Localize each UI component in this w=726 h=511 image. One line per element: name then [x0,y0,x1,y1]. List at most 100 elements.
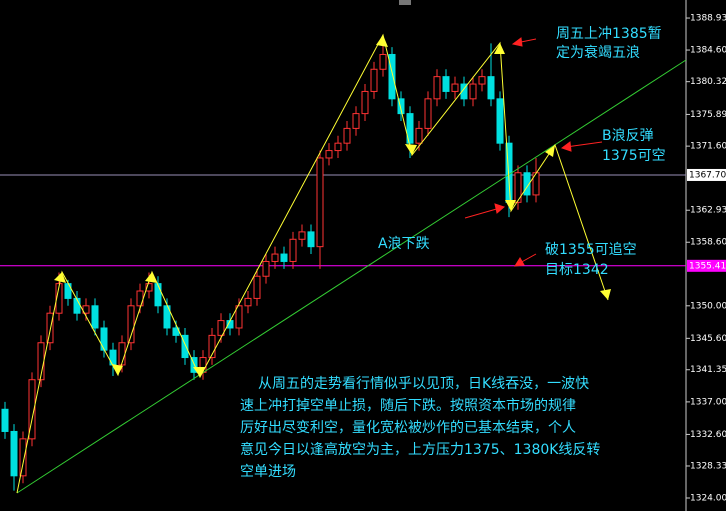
candle-body [154,283,162,307]
comment-line: 从周五的走势看行情似乎以见顶，日K线吞没，一波快 [258,376,589,392]
arrow-head [112,364,123,375]
y-tick-label: 1332.60 [690,430,726,440]
y-tick-label: 1328.33 [690,461,726,471]
trend-line [16,59,687,494]
annotation: 1375可空 [602,148,666,164]
annotation: 周五上冲1385暂 [556,26,662,42]
y-tick-label: 1341.35 [690,365,726,375]
candle-body [424,98,432,129]
candle-body [145,283,153,292]
arrow-head [600,289,611,300]
candle-body [181,334,189,359]
arrow-head [514,257,525,267]
candle-body [442,76,450,92]
y-tick-label: 1337.00 [690,397,726,407]
y-tick-label: 1362.93 [690,206,726,216]
candle-body [496,98,504,144]
candle-body [217,320,225,336]
candle-body [271,253,279,262]
arrow [565,141,603,148]
y-tick-label: 1358.60 [690,238,726,248]
candle-body [361,90,369,115]
candle-body [487,76,495,100]
candle-body [262,260,270,277]
wave-arrows [54,35,611,377]
comment-line: 意见今日以逢高放空为主，上方压力1375、1380K线反转 [240,441,600,458]
candle-body [253,275,261,299]
annotation: 定为衰竭五浪 [556,44,640,61]
arrow [464,207,501,219]
candle-body [46,312,54,344]
scroll-marker [399,0,411,5]
candle-body [388,53,396,100]
price-label: 1355.41 [689,261,726,271]
candle-body [352,113,360,129]
candle-body [307,231,315,248]
comment-line: 速上冲打掉空单止损，随后下跌。按照资本市场的规律 [240,397,576,414]
annotation: A浪下跌 [378,236,430,252]
candle-body [478,76,486,85]
candle-body [127,305,135,344]
candle-body [316,157,324,248]
candle-body [343,127,351,144]
candle-body [235,305,243,329]
arrow-head [505,200,516,211]
candle-body [55,283,63,314]
candle-body [397,98,405,115]
arrow-head [145,272,157,283]
annotation: B浪反弹 [602,128,654,144]
candle-body [469,83,477,100]
y-tick-label: 1371.60 [690,142,726,152]
plot [0,35,686,491]
y-tick-label: 1384.60 [690,46,726,56]
candle-body [379,53,387,70]
candle-body [406,113,414,144]
arrow-head [494,203,505,214]
candle-body [325,150,333,159]
red-arrows [464,37,603,267]
arrow-head [494,43,505,54]
arrow-head [545,145,555,157]
arrow-head [376,35,388,47]
arrow-head [405,144,417,155]
candle-body [19,438,27,477]
candle-body [415,127,423,144]
candle-body [82,305,90,314]
candle-body [91,305,99,329]
candle-body [100,327,108,351]
arrow-head [511,37,523,47]
candle-body [514,172,522,203]
comment-line: 空单进场 [240,464,296,480]
y-tick-label: 1350.00 [690,301,726,311]
arrow-head [54,272,66,283]
candle-body [28,379,36,440]
annotation: 破1355可追空 [545,242,637,258]
candle-body [64,283,72,299]
candle-body [334,142,342,152]
arrow-head [193,367,205,377]
candle-body [244,297,252,307]
candle-body [280,253,288,262]
candle-body [208,334,216,359]
y-tick-label: 1380.32 [690,77,726,87]
candle-body [10,430,18,477]
price-label-box [687,168,726,181]
arrow-head [560,141,572,152]
y-tick-label: 1375.89 [690,110,726,120]
y-tick-label: 1388.93 [690,14,726,24]
candle-body [370,68,378,92]
candle-body [523,172,531,196]
comment-line: 厉好出尽变利空，量化宽松被炒作的已基本结束，个人 [240,419,576,436]
candle-body [298,231,306,240]
candle-body [460,83,468,100]
price-label: 1367.70 [689,170,726,180]
candle-body [433,76,441,100]
candle-body [451,83,459,92]
annotation: 目标1342 [545,262,609,278]
y-tick-label: 1345.60 [690,334,726,344]
y-tick-label: 1324.00 [690,493,726,503]
price-label-box [687,259,726,272]
candle-body [289,238,297,262]
candle-body [1,408,9,432]
